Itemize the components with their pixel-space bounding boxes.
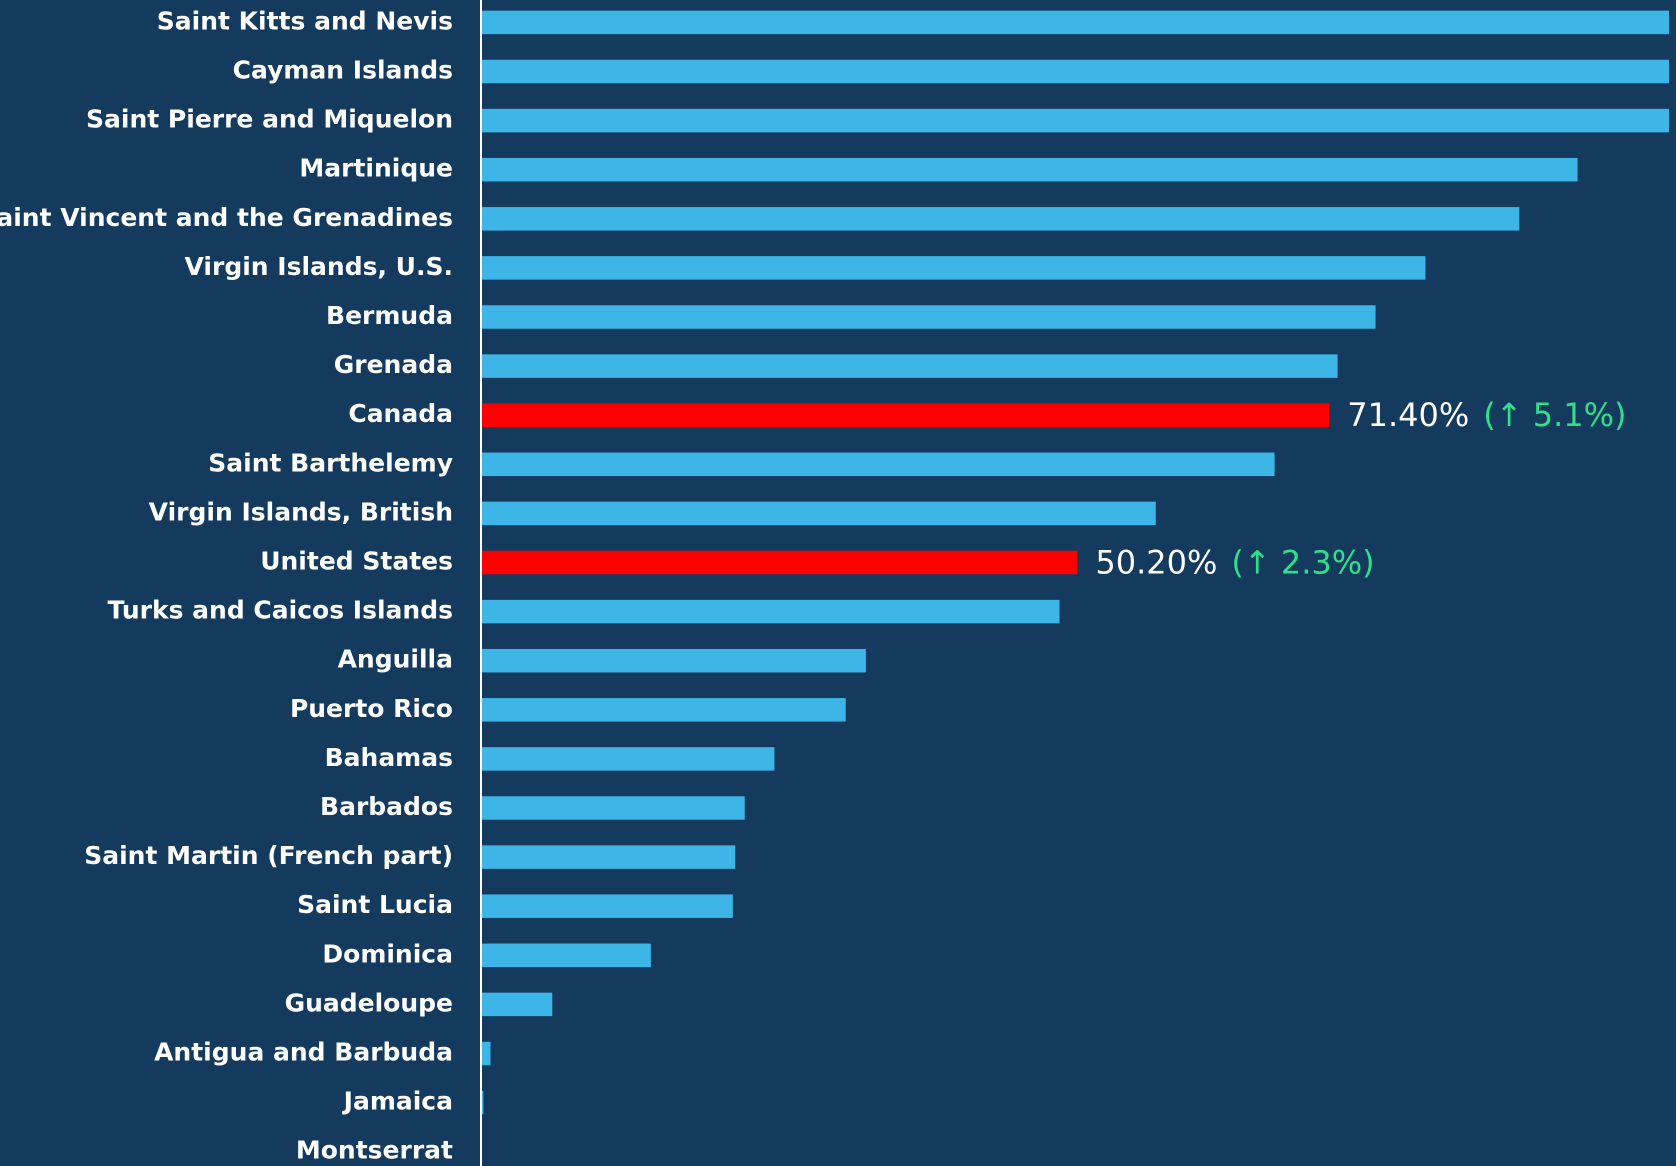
bar — [481, 845, 736, 869]
y-tick-label: Saint Barthelemy — [208, 448, 453, 477]
value-label: 71.40% — [1347, 396, 1469, 434]
bar — [481, 1041, 491, 1066]
y-tick-label: Saint Vincent and the Grenadines — [0, 203, 453, 232]
bar — [481, 550, 1078, 575]
y-tick-label: Grenada — [334, 350, 453, 379]
y-tick-label: Jamaica — [342, 1087, 453, 1116]
y-tick-label: Cayman Islands — [233, 56, 453, 85]
y-tick-label: Saint Pierre and Miquelon — [86, 105, 453, 134]
bar — [481, 305, 1376, 329]
bar — [481, 648, 866, 673]
annotation: (↑ 2.3%) — [1231, 544, 1374, 582]
value-label: 50.20% — [1095, 544, 1217, 582]
bar — [481, 501, 1156, 526]
bar — [481, 599, 1060, 624]
bar — [481, 943, 651, 968]
bar — [481, 256, 1426, 280]
bar — [481, 698, 846, 722]
y-tick-label: Turks and Caicos Islands — [108, 596, 453, 625]
y-tick-label: Anguilla — [338, 645, 453, 674]
y-tick-label: Puerto Rico — [290, 694, 453, 723]
bar — [481, 157, 1578, 182]
bar — [481, 207, 1520, 231]
y-tick-label: Saint Kitts and Nevis — [157, 6, 453, 35]
bar — [481, 992, 553, 1017]
bar — [481, 894, 733, 918]
annotation: (↑ 5.1%) — [1483, 396, 1626, 434]
bar — [481, 403, 1330, 427]
bar — [481, 59, 1669, 84]
y-tick-label: Antigua and Barbuda — [154, 1038, 453, 1067]
bar — [481, 108, 1669, 133]
y-tick-label: Martinique — [299, 154, 453, 183]
y-tick-label: Saint Martin (French part) — [84, 841, 453, 870]
y-tick-label: Bahamas — [325, 743, 453, 772]
y-tick-label: Canada — [348, 399, 453, 428]
bar — [481, 1090, 484, 1115]
bar — [481, 796, 745, 820]
bar — [481, 747, 775, 771]
y-tick-label: Bermuda — [326, 301, 453, 330]
y-tick-label: Virgin Islands, British — [149, 497, 453, 526]
y-tick-label: Barbados — [320, 792, 453, 821]
y-tick-label: Montserrat — [296, 1136, 453, 1165]
y-tick-label: United States — [260, 547, 453, 576]
y-tick-label: Saint Lucia — [297, 890, 453, 919]
y-tick-label: Virgin Islands, U.S. — [185, 252, 453, 281]
bar — [481, 10, 1669, 35]
y-tick-label: Guadeloupe — [285, 988, 453, 1017]
bar — [481, 354, 1338, 378]
bar — [481, 452, 1275, 477]
y-tick-label: Dominica — [322, 939, 453, 968]
